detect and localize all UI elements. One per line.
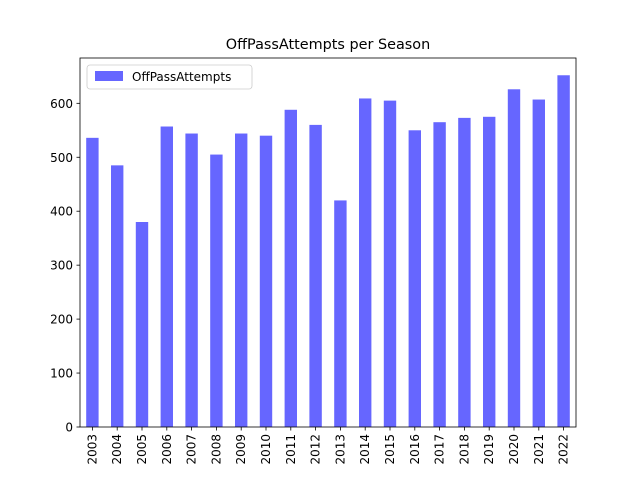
x-tick-label: 2016	[408, 434, 422, 465]
bar-2013	[334, 200, 347, 427]
bar-2016	[408, 130, 421, 427]
legend-label: OffPassAttempts	[132, 70, 231, 84]
x-tick-label: 2012	[309, 434, 323, 465]
x-tick-label: 2017	[433, 434, 447, 465]
bar-2011	[284, 109, 297, 427]
x-tick-label: 2008	[209, 434, 223, 465]
x-tick-label: 2018	[457, 434, 471, 465]
bar-2020	[507, 89, 521, 427]
y-tick-label: 500	[50, 151, 73, 165]
bar-2006	[160, 126, 173, 428]
x-tick-label: 2003	[85, 434, 99, 465]
x-tick-label: 2006	[160, 434, 174, 465]
y-tick-label: 0	[65, 421, 73, 435]
bar-2019	[483, 116, 496, 427]
bar-2022	[557, 75, 570, 428]
y-tick-label: 400	[50, 205, 73, 219]
legend-swatch	[95, 71, 123, 81]
bar-2017	[433, 122, 446, 428]
y-tick-label: 100	[50, 367, 73, 381]
x-tick-label: 2014	[358, 434, 372, 465]
x-tick-label: 2019	[482, 434, 496, 465]
chart-title: OffPassAttempts per Season	[226, 37, 430, 53]
bar-2018	[458, 117, 471, 427]
x-tick-label: 2010	[259, 434, 273, 465]
x-tick-label: 2021	[532, 434, 546, 465]
x-tick-label: 2009	[234, 434, 248, 465]
bar-2009	[235, 133, 248, 428]
x-tick-label: 2020	[507, 434, 521, 465]
x-tick-label: 2005	[135, 434, 149, 465]
plot-frame	[79, 57, 577, 428]
y-tick-label: 600	[50, 97, 73, 111]
x-tick-label: 2007	[185, 434, 199, 465]
x-tick-label: 2022	[557, 434, 571, 465]
bars	[86, 75, 570, 428]
bar-2004	[111, 165, 124, 427]
bar-2005	[135, 222, 149, 427]
x-axis: 2003 2004 2005 2006 2007 2008 2009 2010 2011 2012…	[85, 427, 571, 465]
x-tick-label: 2011	[284, 434, 298, 465]
x-tick-label: 2004	[110, 434, 124, 465]
y-tick-label: 300	[50, 259, 73, 273]
bar-2015	[383, 100, 397, 428]
bar-2012	[309, 124, 322, 427]
bar-2014	[359, 98, 372, 428]
legend: OffPassAttempts	[86, 64, 253, 90]
legend-box	[86, 64, 253, 90]
bar-2008	[210, 154, 223, 427]
bar-2021	[532, 99, 545, 427]
bar-2003	[86, 137, 99, 427]
bar-2010	[259, 135, 273, 427]
bar-2007	[185, 133, 198, 428]
x-tick-label: 2013	[333, 434, 347, 465]
x-tick-label: 2015	[383, 434, 397, 465]
y-tick-label: 200	[50, 313, 73, 327]
y-axis: 0 100 200 300 400 500 600	[50, 97, 80, 435]
